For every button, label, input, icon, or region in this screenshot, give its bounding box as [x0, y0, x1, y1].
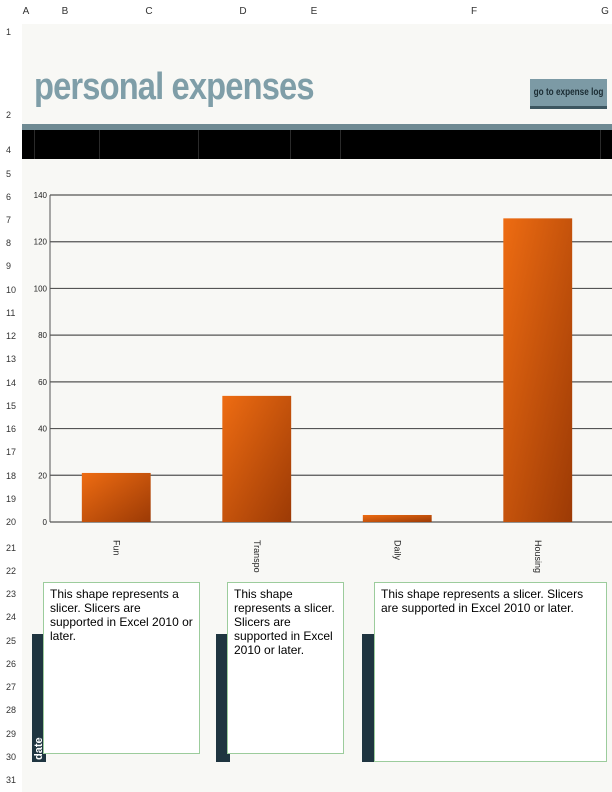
row-header[interactable]: 6	[6, 192, 12, 202]
column-header-a[interactable]: A	[22, 6, 30, 17]
row-header[interactable]: 30	[6, 752, 17, 762]
row-header[interactable]: 19	[6, 494, 17, 504]
y-tick-label: 140	[34, 191, 48, 200]
row-header[interactable]: 11	[6, 308, 16, 318]
column-headers: A B C D E F G	[0, 0, 612, 24]
column-header-e[interactable]: E	[310, 6, 318, 17]
band-divider	[340, 130, 341, 159]
bar-transpo[interactable]	[222, 395, 292, 522]
row-header[interactable]: 12	[6, 331, 17, 341]
bar-housing[interactable]	[503, 218, 573, 522]
x-tick-label: Fun	[111, 540, 121, 556]
band-divider	[600, 130, 601, 159]
row-header[interactable]: 31	[6, 775, 17, 785]
go-to-expense-log-button[interactable]: go to expense log	[530, 79, 607, 109]
worksheet[interactable]: personal expenses go to expense log 0 20 4…	[22, 24, 612, 792]
row-header[interactable]: 15	[6, 401, 17, 411]
y-tick-label: 60	[38, 378, 47, 387]
column-header-d[interactable]: D	[239, 6, 247, 17]
column-header-c[interactable]: C	[145, 6, 153, 17]
row-header[interactable]: 14	[6, 378, 17, 388]
go-to-expense-log-label: go to expense log	[533, 87, 604, 98]
column-header-b[interactable]: B	[61, 6, 69, 17]
row-header[interactable]: 5	[6, 169, 12, 179]
row-header[interactable]: 29	[6, 729, 17, 739]
row-header[interactable]: 27	[6, 682, 17, 692]
row-header[interactable]: 17	[6, 447, 17, 457]
x-tick-label: Transpo	[252, 540, 262, 573]
band-divider	[99, 130, 100, 159]
row-header[interactable]: 28	[6, 705, 17, 715]
y-tick-label: 100	[34, 284, 48, 293]
slicer-tab[interactable]	[216, 634, 230, 762]
slicer-placeholder-2[interactable]: This shape represents a slicer. Slicers …	[227, 582, 344, 754]
slicer-placeholder-3[interactable]: This shape represents a slicer. Slicers …	[374, 582, 607, 762]
y-tick-label: 20	[38, 471, 47, 480]
row-header[interactable]: 7	[6, 215, 12, 225]
row-header[interactable]: 18	[6, 471, 17, 481]
expenses-bar-chart[interactable]: 0 20 40 60 80 100 120 140 Fun Transpo Daily Housin…	[22, 24, 612, 792]
band-divider	[34, 130, 35, 159]
row-header[interactable]: 21	[6, 543, 17, 553]
y-tick-label: 80	[38, 331, 47, 340]
row-header[interactable]: 8	[6, 238, 12, 248]
bar-daily[interactable]	[362, 514, 432, 522]
slicer-placeholder-text: This shape represents a slicer. Slicers …	[234, 587, 335, 657]
row-header[interactable]: 20	[6, 517, 17, 527]
row-header[interactable]: 4	[6, 145, 12, 155]
y-tick-label: 40	[38, 425, 47, 434]
row-header[interactable]: 1	[6, 27, 12, 37]
bar-fun[interactable]	[81, 472, 151, 522]
column-header-g[interactable]: G	[601, 6, 609, 17]
x-tick-label: Daily	[392, 540, 402, 561]
row-header[interactable]: 26	[6, 659, 17, 669]
row-header[interactable]: 9	[6, 261, 12, 271]
slicer-placeholder-1[interactable]: This shape represents a slicer. Slicers …	[43, 582, 200, 754]
header-band-accent	[22, 124, 612, 130]
slicer-placeholder-text: This shape represents a slicer. Slicers …	[50, 587, 193, 643]
row-header[interactable]: 25	[6, 636, 17, 646]
y-tick-label: 0	[43, 518, 48, 527]
x-tick-label: Housing	[533, 540, 543, 573]
row-header[interactable]: 10	[6, 285, 17, 295]
header-band	[22, 130, 612, 159]
slicer-placeholder-text: This shape represents a slicer. Slicers …	[381, 587, 584, 615]
page-title: personal expenses	[34, 66, 315, 108]
row-header[interactable]: 23	[6, 589, 17, 599]
column-header-f[interactable]: F	[470, 6, 478, 17]
row-headers: 1 2 4 5 6 7 8 9 10 11 12 13 14 15 16 17 …	[0, 24, 22, 792]
slicer-tab[interactable]: date	[32, 634, 46, 762]
band-divider	[290, 130, 291, 159]
row-header[interactable]: 16	[6, 424, 17, 434]
y-tick-label: 120	[34, 238, 48, 247]
row-header[interactable]: 22	[6, 566, 17, 576]
row-header[interactable]: 2	[6, 110, 12, 120]
band-divider	[198, 130, 199, 159]
row-header[interactable]: 24	[6, 612, 17, 622]
slicer-tab[interactable]	[362, 634, 376, 762]
row-header[interactable]: 13	[6, 354, 17, 364]
